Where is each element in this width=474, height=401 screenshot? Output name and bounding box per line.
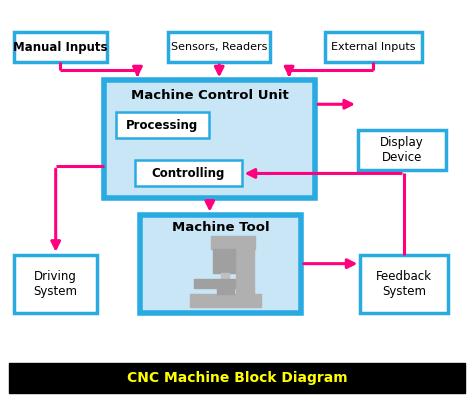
FancyBboxPatch shape: [325, 32, 422, 62]
FancyBboxPatch shape: [140, 215, 301, 313]
Bar: [213, 249, 235, 273]
Bar: [9, 363, 465, 393]
Text: Display
Device: Display Device: [380, 136, 424, 164]
Text: Driving
System: Driving System: [34, 270, 78, 298]
FancyBboxPatch shape: [14, 32, 107, 62]
Bar: [211, 236, 255, 249]
FancyBboxPatch shape: [14, 255, 97, 313]
Bar: [190, 294, 261, 307]
Text: Processing: Processing: [126, 119, 199, 132]
FancyBboxPatch shape: [358, 130, 446, 170]
Text: Manual Inputs: Manual Inputs: [13, 41, 108, 54]
Text: Machine Tool: Machine Tool: [172, 221, 269, 234]
Text: CNC Machine Block Diagram: CNC Machine Block Diagram: [127, 371, 347, 385]
Text: Feedback
System: Feedback System: [376, 270, 432, 298]
Text: Sensors, Readers: Sensors, Readers: [171, 42, 267, 52]
Text: Machine Control Unit: Machine Control Unit: [131, 89, 289, 102]
FancyBboxPatch shape: [360, 255, 448, 313]
Text: Controlling: Controlling: [152, 167, 225, 180]
FancyBboxPatch shape: [116, 112, 209, 138]
Text: External Inputs: External Inputs: [331, 42, 416, 52]
Bar: [194, 279, 235, 288]
FancyBboxPatch shape: [104, 80, 315, 198]
FancyBboxPatch shape: [168, 32, 270, 62]
Bar: [236, 244, 254, 294]
Bar: [217, 286, 234, 294]
Bar: [221, 273, 229, 285]
FancyBboxPatch shape: [135, 160, 242, 186]
